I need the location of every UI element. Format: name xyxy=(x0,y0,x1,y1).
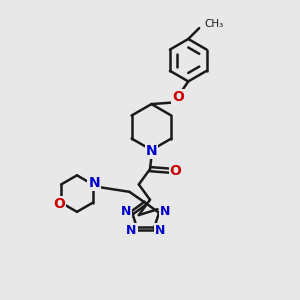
Text: CH₃: CH₃ xyxy=(204,19,224,29)
Text: N: N xyxy=(88,176,100,190)
Text: N: N xyxy=(160,205,170,218)
Text: N: N xyxy=(154,224,165,236)
Text: O: O xyxy=(170,164,182,178)
Text: N: N xyxy=(121,205,131,218)
Text: N: N xyxy=(126,224,136,236)
Text: O: O xyxy=(53,197,65,211)
Text: O: O xyxy=(172,90,184,104)
Text: N: N xyxy=(146,144,157,158)
